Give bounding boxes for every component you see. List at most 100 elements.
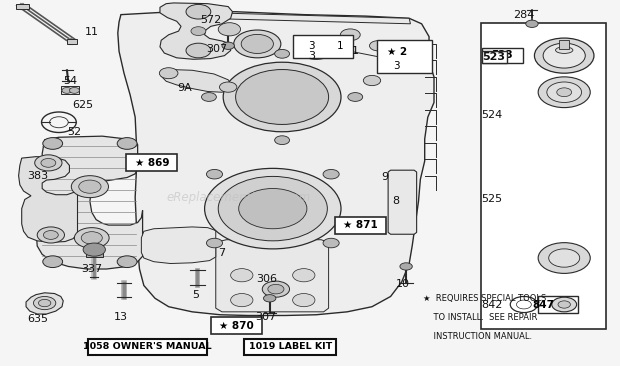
Text: ★ 2: ★ 2	[387, 47, 407, 57]
Circle shape	[534, 38, 594, 73]
Circle shape	[205, 168, 341, 249]
Text: 307: 307	[255, 312, 276, 322]
Bar	[482, 51, 507, 63]
Text: 1058 OWNER'S MANUAL: 1058 OWNER'S MANUAL	[83, 343, 212, 351]
Polygon shape	[19, 157, 78, 242]
Circle shape	[206, 238, 223, 248]
Text: 524: 524	[481, 110, 502, 120]
Circle shape	[262, 281, 290, 297]
Circle shape	[223, 62, 341, 132]
Text: 284: 284	[513, 10, 534, 20]
Text: 523: 523	[482, 52, 506, 62]
Circle shape	[340, 29, 360, 41]
Circle shape	[74, 228, 109, 248]
Bar	[377, 40, 432, 73]
Circle shape	[231, 294, 253, 307]
Text: 1: 1	[337, 41, 343, 52]
Circle shape	[241, 34, 273, 53]
Polygon shape	[118, 12, 434, 315]
Circle shape	[323, 169, 339, 179]
Polygon shape	[388, 170, 417, 234]
Text: 9: 9	[381, 172, 388, 182]
Circle shape	[186, 4, 211, 19]
Circle shape	[202, 93, 216, 101]
Polygon shape	[216, 240, 329, 312]
Circle shape	[236, 70, 329, 124]
Circle shape	[323, 238, 339, 248]
Bar	[88, 339, 207, 355]
Text: ★ 869: ★ 869	[135, 158, 169, 168]
Text: 54: 54	[64, 75, 78, 86]
Text: 1: 1	[352, 45, 359, 56]
Text: 337: 337	[81, 264, 102, 274]
Circle shape	[538, 243, 590, 273]
Bar	[480, 23, 606, 329]
Text: 3: 3	[308, 51, 315, 61]
Circle shape	[549, 249, 580, 267]
Circle shape	[370, 41, 387, 51]
Text: 525: 525	[481, 194, 502, 205]
Polygon shape	[161, 70, 232, 92]
Circle shape	[275, 136, 290, 145]
Circle shape	[43, 138, 63, 149]
Bar	[335, 217, 386, 234]
Circle shape	[219, 82, 237, 92]
Polygon shape	[174, 12, 410, 24]
Circle shape	[35, 155, 62, 171]
Circle shape	[547, 82, 582, 102]
Text: ★  REQUIRES SPECIAL TOOLS: ★ REQUIRES SPECIAL TOOLS	[423, 294, 546, 303]
Circle shape	[218, 23, 241, 36]
Circle shape	[543, 43, 585, 68]
Text: 3: 3	[394, 61, 400, 71]
Text: 842: 842	[481, 299, 502, 310]
Bar	[211, 317, 262, 334]
Circle shape	[552, 297, 577, 312]
Circle shape	[38, 299, 51, 307]
Circle shape	[43, 256, 63, 268]
Circle shape	[81, 232, 102, 244]
Circle shape	[231, 269, 253, 282]
Text: 13: 13	[114, 311, 128, 322]
Text: 3: 3	[308, 41, 314, 52]
Circle shape	[83, 243, 105, 256]
Text: 625: 625	[72, 100, 93, 110]
Text: ★ 870: ★ 870	[219, 321, 254, 331]
Text: 635: 635	[27, 314, 48, 324]
Bar	[293, 35, 353, 58]
Polygon shape	[160, 3, 232, 59]
Circle shape	[41, 158, 56, 167]
Text: 9A: 9A	[177, 83, 192, 93]
Circle shape	[304, 41, 329, 56]
Circle shape	[558, 301, 570, 308]
Text: TO INSTALL.  SEE REPAIR: TO INSTALL. SEE REPAIR	[423, 313, 537, 322]
Polygon shape	[26, 293, 63, 314]
Text: 306: 306	[256, 274, 277, 284]
Circle shape	[348, 93, 363, 101]
Circle shape	[117, 256, 137, 268]
Circle shape	[71, 176, 108, 198]
Circle shape	[206, 169, 223, 179]
Polygon shape	[36, 136, 143, 269]
Circle shape	[264, 295, 276, 302]
Text: 523: 523	[491, 50, 513, 60]
Circle shape	[191, 27, 206, 36]
Circle shape	[268, 284, 284, 294]
Bar	[559, 40, 569, 49]
Circle shape	[186, 43, 211, 58]
Circle shape	[62, 87, 72, 93]
Text: 847: 847	[532, 299, 554, 310]
Bar	[482, 48, 523, 63]
Circle shape	[37, 227, 64, 243]
Bar	[86, 250, 103, 257]
Text: INSTRUCTION MANUAL.: INSTRUCTION MANUAL.	[423, 332, 532, 341]
Circle shape	[234, 30, 281, 58]
Circle shape	[159, 68, 178, 79]
Circle shape	[298, 37, 335, 59]
Text: 11: 11	[85, 27, 99, 37]
Circle shape	[43, 231, 58, 239]
Text: ★ 871: ★ 871	[343, 220, 378, 230]
Circle shape	[400, 263, 412, 270]
Circle shape	[363, 75, 381, 86]
Polygon shape	[141, 227, 216, 264]
Text: 52: 52	[68, 127, 81, 138]
